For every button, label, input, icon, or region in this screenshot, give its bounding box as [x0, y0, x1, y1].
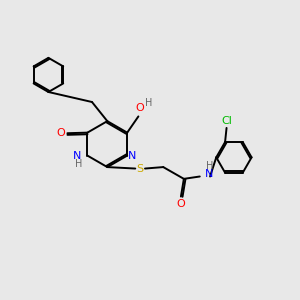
- Text: O: O: [56, 128, 65, 138]
- Text: H: H: [206, 161, 213, 171]
- Text: N: N: [73, 151, 81, 161]
- Text: O: O: [135, 103, 144, 113]
- Text: H: H: [145, 98, 152, 108]
- Text: S: S: [136, 164, 143, 173]
- Text: N: N: [205, 169, 213, 179]
- Text: O: O: [176, 199, 185, 209]
- Text: H: H: [75, 159, 82, 170]
- Text: N: N: [128, 151, 137, 160]
- Text: Cl: Cl: [222, 116, 232, 126]
